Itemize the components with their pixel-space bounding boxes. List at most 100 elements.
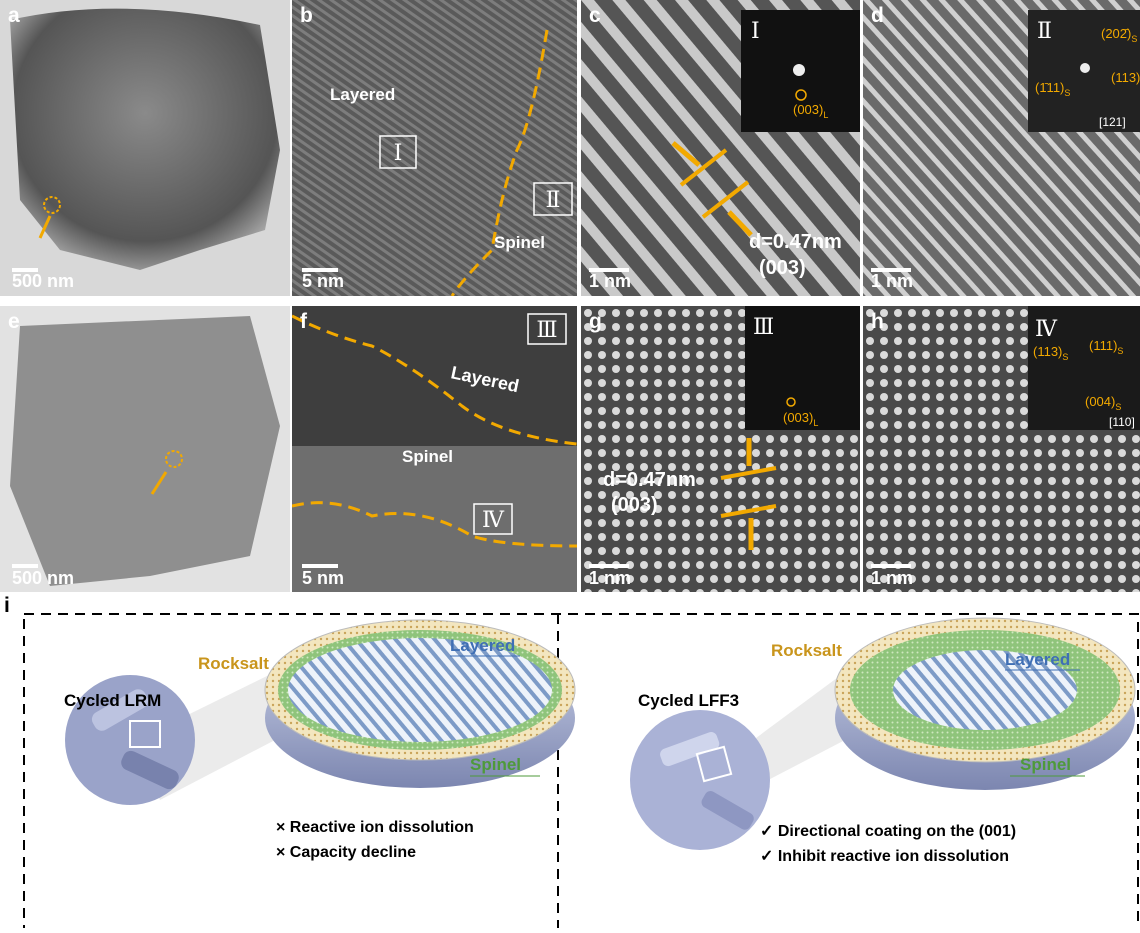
fft-spot xyxy=(793,64,805,76)
particle-name: Cycled LRM xyxy=(64,691,161,710)
note: × Reactive ion dissolution xyxy=(276,819,474,836)
scale-text: 1 nm xyxy=(589,271,631,291)
region-label: Ⅰ xyxy=(394,141,403,166)
particle-name: Cycled LFF3 xyxy=(638,691,739,710)
panel-label: a xyxy=(8,4,20,27)
zone-axis: [121] xyxy=(1099,115,1126,129)
index: (003) xyxy=(783,410,813,425)
subscript: L xyxy=(823,110,828,120)
scale-text: 5 nm xyxy=(302,568,344,588)
scale-bar xyxy=(302,564,338,568)
particle xyxy=(630,710,770,850)
scale-text: 1 nm xyxy=(871,271,913,291)
subscript: S xyxy=(1131,34,1137,44)
scale-text: 5 nm xyxy=(302,271,344,291)
fft-marker xyxy=(795,89,807,101)
platelet xyxy=(121,750,179,790)
schematic-right: Cycled LFF3 Rocksalt Layered Spinel ✓ Di… xyxy=(630,617,1136,865)
region-box xyxy=(527,313,567,345)
inset-label: Ⅲ xyxy=(753,315,774,340)
spacing-label: d=0.47nm xyxy=(749,231,842,253)
fft-inset xyxy=(745,306,860,430)
spinel-label: Spinel xyxy=(1020,755,1071,774)
scale-bar xyxy=(302,268,338,272)
region-box xyxy=(379,135,417,169)
panel-d: Ⅱ (202̄)S (113) (1̄11)S [121] d 1 nm xyxy=(863,0,1140,296)
platelet xyxy=(91,689,149,731)
boundary xyxy=(450,29,549,296)
region-marker xyxy=(43,196,61,214)
fringe-line xyxy=(679,148,728,187)
note: ✓ Directional coating on the (001) xyxy=(760,823,1016,840)
section-frame xyxy=(23,613,1139,933)
platelet xyxy=(701,791,754,830)
fft-index: (1̄11)S xyxy=(1035,80,1070,98)
zone-axis: [110] xyxy=(1109,415,1135,429)
rocksalt-label: Rocksalt xyxy=(771,641,842,660)
scale-bar xyxy=(12,268,38,272)
panel-b: b Layered Ⅰ Ⅱ Spinel 5 nm xyxy=(292,0,577,296)
fft-index: (003)L xyxy=(783,410,818,428)
micrograph-region xyxy=(292,306,577,446)
fft-inset xyxy=(1028,306,1140,430)
phase-label: Spinel xyxy=(402,447,453,466)
fft-index: (202̄)S xyxy=(1101,26,1137,44)
panel-label: e xyxy=(8,310,20,333)
panel-f: Ⅲ Layered Spinel Ⅳ f 5 nm xyxy=(292,306,577,592)
index: (113) xyxy=(1033,344,1062,359)
scale-text: 1 nm xyxy=(871,568,913,588)
arrow xyxy=(150,471,168,495)
index: (202̄) xyxy=(1101,26,1131,41)
panel-g: Ⅲ (003)L d=0.47nm (003) g 1 nm xyxy=(581,306,860,592)
arrow xyxy=(727,210,753,237)
scale-bar xyxy=(589,268,629,272)
region-label: Ⅲ xyxy=(536,318,557,343)
phase-label: Layered xyxy=(330,85,395,104)
micrograph xyxy=(292,0,577,296)
region-box xyxy=(533,182,573,216)
index: (111) xyxy=(1089,338,1117,353)
index: (113) xyxy=(1111,70,1140,85)
subscript: S xyxy=(1064,88,1070,98)
panel-h: Ⅳ (113)S (111)S (004)S [110] h 1 nm xyxy=(863,306,1140,592)
panel-a: a 500 nm xyxy=(0,0,290,296)
note: × Capacity decline xyxy=(276,844,416,861)
scale-bar xyxy=(12,564,38,568)
zoom-box xyxy=(695,745,733,783)
panel-label: f xyxy=(300,310,308,333)
fft-index: (111)S xyxy=(1089,338,1123,356)
inset-label: Ⅱ xyxy=(1037,19,1052,44)
region-label: Ⅳ xyxy=(482,508,505,533)
panel-label: h xyxy=(871,310,884,333)
fft-index: (113)S xyxy=(1033,344,1068,362)
subscript: L xyxy=(813,418,818,428)
fringe-line xyxy=(720,466,777,480)
panel-e: e 500 nm xyxy=(0,306,290,592)
panel-label: d xyxy=(871,4,884,27)
particle-image xyxy=(10,8,280,271)
fft-index: (004)S xyxy=(1085,394,1121,412)
fringe-line xyxy=(720,504,777,518)
platelet xyxy=(660,732,720,767)
zoom-box xyxy=(129,720,161,748)
inset-label: Ⅰ xyxy=(751,19,760,44)
scale-text: 500 nm xyxy=(12,568,74,588)
panel-label: b xyxy=(300,4,313,27)
note: ✓ Inhibit reactive ion dissolution xyxy=(760,848,1009,865)
plane-label: (003) xyxy=(759,257,806,279)
scale-text: 500 nm xyxy=(12,271,74,291)
scale-text: 1 nm xyxy=(589,568,631,588)
fft-spot xyxy=(1080,63,1090,73)
particle-cluster xyxy=(65,675,195,805)
fringe-line xyxy=(701,180,750,219)
layered-label: Layered xyxy=(1005,650,1070,669)
boundary xyxy=(292,501,577,548)
spacing-label: d=0.47nm xyxy=(603,469,696,491)
region-marker xyxy=(165,450,183,468)
plane-label: (003) xyxy=(611,494,658,516)
fft-marker xyxy=(786,397,796,407)
scale-bar xyxy=(589,564,629,568)
particle-cluster xyxy=(630,710,770,850)
panel-label: g xyxy=(589,310,602,333)
